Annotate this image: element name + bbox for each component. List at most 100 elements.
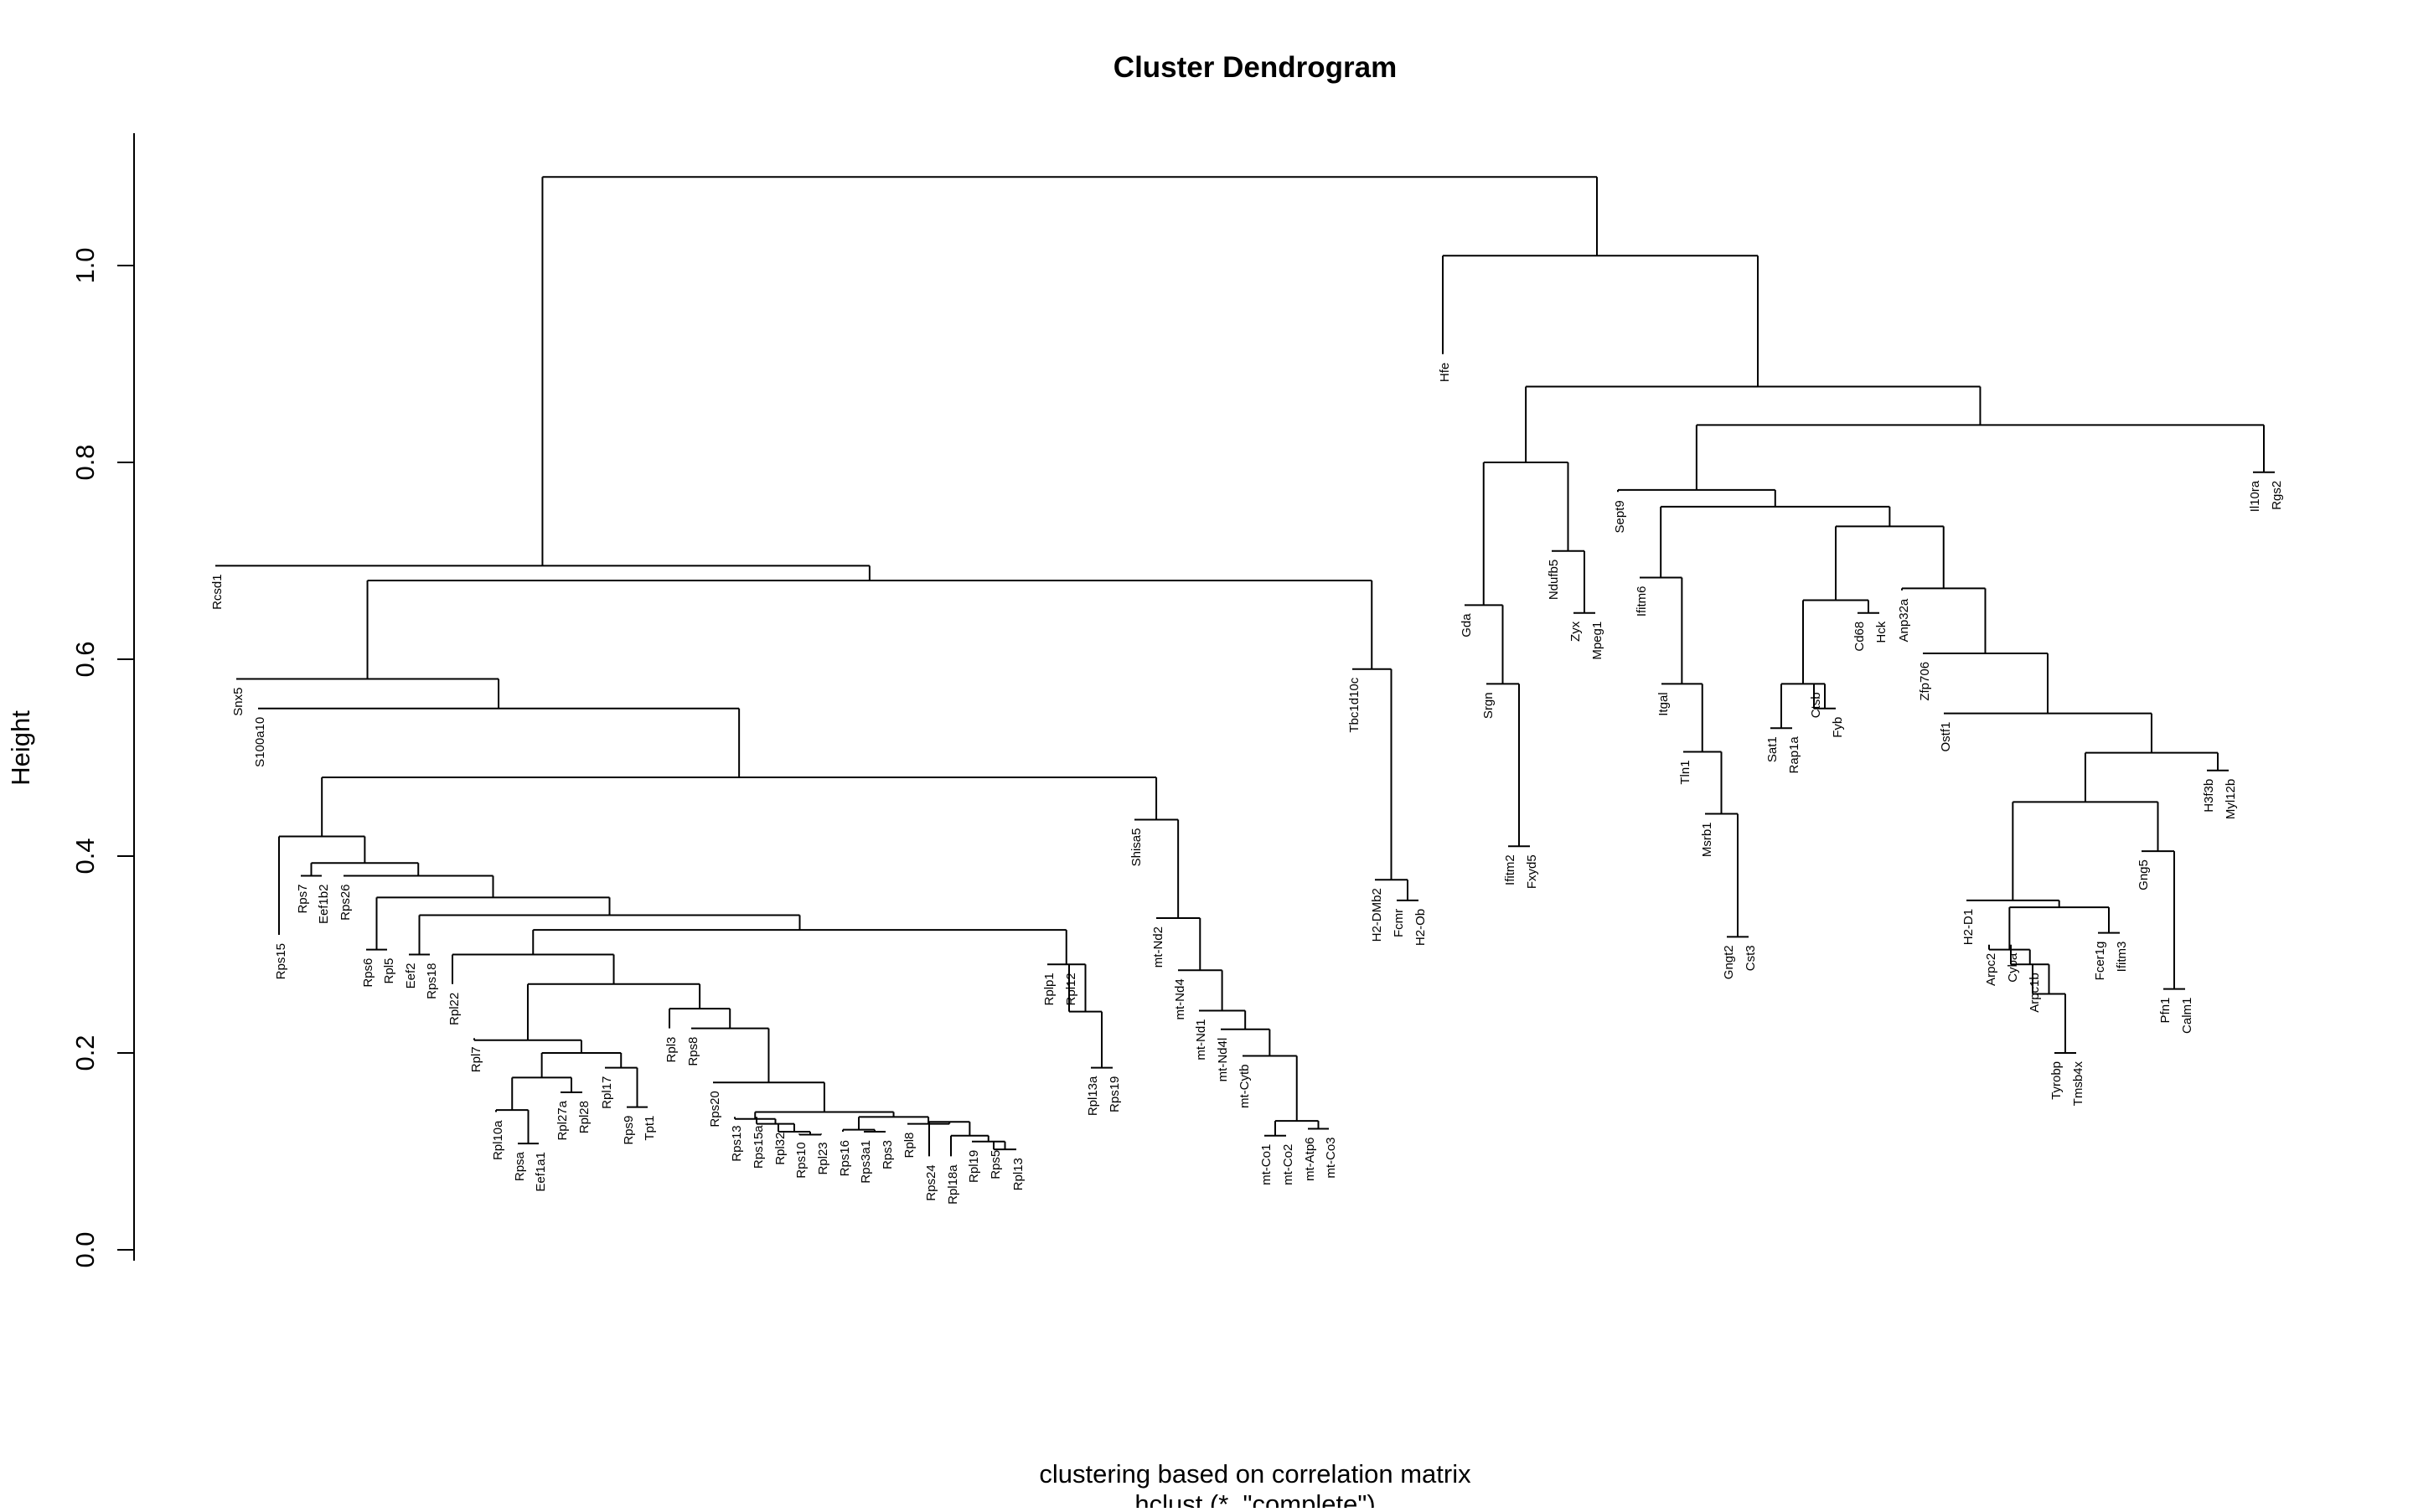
leaf-label: Rps9 <box>622 1116 636 1145</box>
leaf-label: Rps3a1 <box>859 1140 873 1184</box>
leaf-label: Rpl13a <box>1086 1076 1100 1116</box>
leaf-label: Tmsb4x <box>2071 1061 2085 1107</box>
leaf-label: Fyb <box>1831 717 1845 738</box>
leaf-label: Itgal <box>1656 692 1671 715</box>
leaf-label: Arpc2 <box>1984 953 1998 986</box>
leaf-label: Msrb1 <box>1700 822 1714 857</box>
leaf-label: Shisa5 <box>1129 828 1144 867</box>
leaf-label: Rps13 <box>730 1125 744 1161</box>
leaf-label: Rpl10a <box>491 1120 505 1160</box>
leaf-label: Rpl8 <box>902 1133 917 1159</box>
leaf-label: Pfn1 <box>2158 998 2173 1024</box>
leaf-label: S100a10 <box>253 717 267 767</box>
leaf-label: Rpl3 <box>664 1037 679 1063</box>
leaf-label: Rpl12 <box>1064 973 1078 1005</box>
leaf-label: Rps16 <box>838 1140 852 1176</box>
leaf-label: Rplp1 <box>1042 973 1057 1005</box>
leaf-labels: Rcsd1 Snx5 S100a10 Rps15 Rps7 Eef1b2 Rps26 Rps6… <box>210 363 2284 1205</box>
leaf-label: Rps19 <box>1108 1076 1122 1112</box>
leaf-label: mt-Nd4l <box>1216 1038 1230 1082</box>
leaf-label: Srgn <box>1481 692 1496 719</box>
leaf-label: Tbc1d10c <box>1347 677 1362 732</box>
y-tick-label: 0.2 <box>70 1035 100 1071</box>
leaf-label: Rpl17 <box>600 1076 614 1109</box>
leaf-label: Rps3 <box>881 1140 895 1169</box>
leaf-label: Rpl32 <box>773 1133 788 1165</box>
leaf-label: Rps10 <box>794 1142 809 1178</box>
leaf-label: Rps8 <box>686 1037 700 1066</box>
leaf-label: mt-Nd2 <box>1151 926 1165 968</box>
leaf-label: Hck <box>1874 621 1889 642</box>
leaf-label: Rps24 <box>924 1164 938 1200</box>
leaf-label: Fcer1g <box>2093 942 2107 981</box>
leaf-label: Cyba <box>2006 952 2020 983</box>
leaf-label: Myl12b <box>2224 779 2238 819</box>
leaf-label: Eef2 <box>404 963 418 989</box>
method-subtitle: hclust (*, "complete") <box>1134 1489 1375 1508</box>
leaf-label: Rps18 <box>425 963 439 999</box>
leaf-label: Ctsb <box>1809 692 1823 718</box>
leaf-label: Rps7 <box>296 885 310 914</box>
leaf-label: Gng5 <box>2137 859 2151 890</box>
leaf-label: mt-Nd4 <box>1173 978 1187 1019</box>
leaf-label: Calm1 <box>2180 998 2194 1034</box>
leaf-label: mt-Atp6 <box>1303 1137 1317 1181</box>
leaf-label: Ostf1 <box>1939 722 1953 752</box>
leaf-label: Ifitm2 <box>1503 854 1517 885</box>
leaf-label: H2-DMb2 <box>1370 888 1384 942</box>
leaf-label: Fcmr <box>1392 909 1406 937</box>
leaf-label: Ifitm3 <box>2115 942 2129 973</box>
leaf-label: Zfp706 <box>1918 662 1932 701</box>
leaf-label: Tln1 <box>1678 760 1692 784</box>
y-tick-label: 1.0 <box>70 247 100 283</box>
leaf-label: Gngt2 <box>1722 945 1736 979</box>
leaf-label: Ifitm6 <box>1635 586 1649 617</box>
leaf-label: Hfe <box>1438 363 1452 382</box>
leaf-label: Anp32a <box>1897 598 1911 642</box>
chart-title: Cluster Dendrogram <box>1113 51 1397 84</box>
leaf-label: Rpl19 <box>967 1150 981 1183</box>
y-tick-label: 0.0 <box>70 1231 100 1267</box>
leaf-label: mt-Co2 <box>1281 1144 1295 1185</box>
leaf-label: Ndufb5 <box>1547 560 1561 600</box>
leaf-label: Sept9 <box>1613 500 1627 533</box>
leaf-label: Eef1b2 <box>317 885 331 925</box>
leaf-label: Rps6 <box>361 958 375 988</box>
dendrogram-tree <box>215 176 2275 1157</box>
leaf-label: Arpc1b <box>2028 973 2042 1013</box>
leaf-label: H2-Ob <box>1413 909 1428 946</box>
leaf-label: Eef1a1 <box>534 1152 548 1192</box>
leaf-label: Rpsa <box>513 1151 527 1181</box>
y-axis-label: Height <box>6 710 35 786</box>
leaf-label: Rps20 <box>708 1091 722 1127</box>
leaf-label: Rgs2 <box>2270 481 2284 510</box>
leaf-label: Rpl22 <box>447 993 462 1025</box>
leaf-label: Sat1 <box>1765 736 1780 762</box>
leaf-label: Cd68 <box>1852 622 1867 652</box>
leaf-label: Tpt1 <box>643 1116 657 1141</box>
y-tick-label: 0.4 <box>70 838 100 874</box>
leaf-label: mt-Co1 <box>1259 1144 1274 1185</box>
leaf-label: Rcsd1 <box>210 574 225 610</box>
leaf-label: Il10ra <box>2248 480 2262 512</box>
leaf-label: H3f3b <box>2202 779 2216 813</box>
leaf-label: H2-D1 <box>1961 909 1976 945</box>
leaf-label: Rpl23 <box>816 1142 830 1174</box>
leaf-label: Rap1a <box>1787 736 1801 774</box>
leaf-label: Rps15a <box>752 1125 766 1169</box>
leaf-label: Rpl13 <box>1011 1158 1026 1190</box>
leaf-label: Cst3 <box>1744 945 1758 971</box>
leaf-label: mt-Nd1 <box>1194 1019 1208 1060</box>
y-tick-label: 0.6 <box>70 641 100 677</box>
leaf-label: Rps26 <box>338 885 353 921</box>
leaf-label: Rpl27a <box>555 1100 570 1140</box>
leaf-label: Gda <box>1460 613 1474 637</box>
leaf-label: Rps15 <box>274 943 288 979</box>
leaf-label: Fxyd5 <box>1525 854 1539 889</box>
y-axis: 0.0 0.2 0.4 0.6 0.8 1.0 <box>70 133 135 1268</box>
leaf-label: Mpeg1 <box>1590 622 1604 660</box>
leaf-label: Rpl5 <box>382 958 396 984</box>
leaf-label: mt-Co3 <box>1324 1137 1338 1178</box>
